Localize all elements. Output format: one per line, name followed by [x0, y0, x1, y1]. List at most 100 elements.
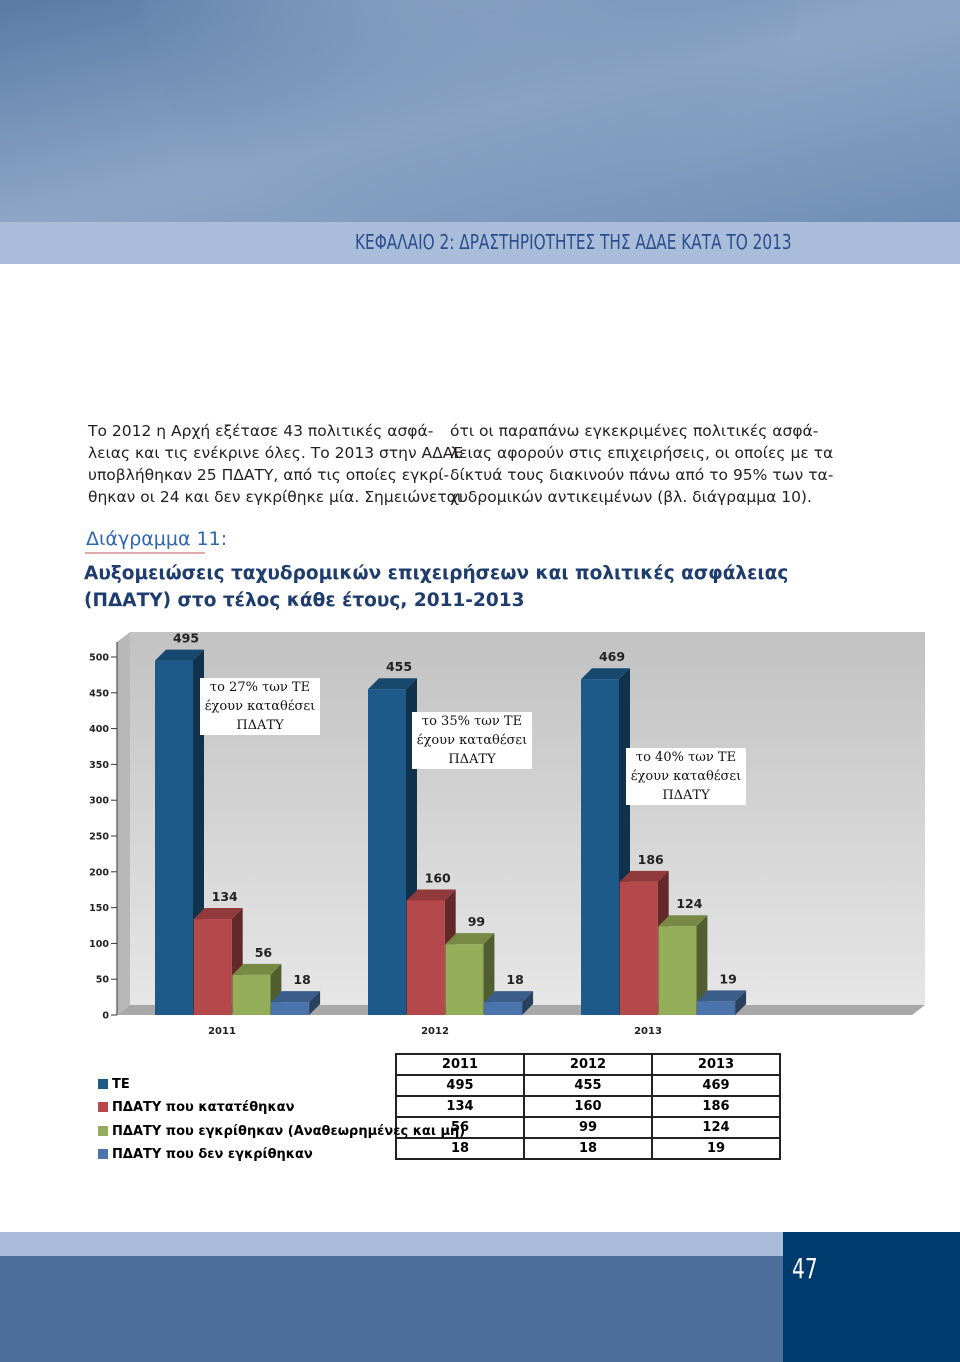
- text-line: ότι οι παραπάνω εγκεκριμένες πολιτικές α…: [450, 422, 819, 440]
- table-cell: 469: [651, 1074, 781, 1097]
- y-tick-label: 450: [89, 688, 109, 699]
- table-cell: 18: [395, 1137, 525, 1160]
- bar: [368, 689, 406, 1015]
- left-column: Το 2012 η Αρχή εξέτασε 43 πολιτικές ασφά…: [88, 420, 463, 508]
- legend-item: ΠΔΑΤΥ που κατατέθηκαν: [98, 1100, 294, 1115]
- bar-top: [658, 915, 708, 927]
- value-label: 160: [425, 870, 451, 885]
- bar: [155, 660, 193, 1015]
- x-tick-label: 2011: [208, 1026, 236, 1037]
- bar-top: [484, 991, 534, 1003]
- value-label: 18: [293, 972, 310, 987]
- y-tick-label: 400: [89, 724, 109, 735]
- table-cell: 124: [651, 1116, 781, 1139]
- legend-label: ΤΕ: [112, 1077, 130, 1092]
- data-table: 2011 2012 2013 495 455 469 134 160 186 56 99 124 18 1…: [395, 1053, 781, 1160]
- legend-item: ΠΔΑΤΥ που εγκρίθηκαν (Αναθεωρημένες και …: [98, 1124, 465, 1139]
- table-cell: 495: [395, 1074, 525, 1097]
- bar-top: [697, 990, 747, 1002]
- y-tick-label: 50: [96, 975, 110, 986]
- bar-top: [193, 908, 243, 920]
- page-number-box: [783, 1232, 960, 1362]
- text-line: Το 2012 η Αρχή εξέτασε 43 πολιτικές ασφά…: [88, 422, 434, 440]
- back-wall: [130, 632, 925, 1005]
- bar: [271, 1002, 310, 1015]
- value-label: 469: [599, 649, 625, 664]
- legend-swatch: [98, 1148, 108, 1159]
- table-header-cell: 2013: [651, 1053, 781, 1076]
- legend-swatch: [98, 1079, 108, 1089]
- legend-label: ΠΔΑΤΥ που κατατέθηκαν: [112, 1100, 295, 1116]
- bar: [658, 926, 697, 1015]
- annotation: το 35% των ΤΕ έχουν καταθέσει ΠΔΑΤΥ: [412, 712, 532, 769]
- bar-side: [696, 915, 708, 1015]
- table-cell: 56: [395, 1116, 525, 1139]
- table-cell: 18: [523, 1137, 653, 1160]
- table-row: 495 455 469: [395, 1074, 781, 1097]
- page-number: 47: [792, 1252, 818, 1285]
- text-line: υποβλήθηκαν 25 ΠΔΑΤΥ, από τις οποίες εγκ…: [88, 466, 450, 484]
- y-tick-label: 150: [89, 903, 109, 914]
- y-tick-label: 250: [89, 832, 109, 843]
- annotation: το 40% των ΤΕ έχουν καταθέσει ΠΔΑΤΥ: [626, 748, 746, 805]
- text-line: θηκαν οι 24 και δεν εγκρίθηκε μία. Σημει…: [88, 488, 463, 506]
- text-line: χυδρομικών αντικειμένων (βλ. διάγραμμα 1…: [450, 488, 812, 506]
- legend-swatch: [98, 1125, 108, 1136]
- y-tick-label: 500: [89, 653, 109, 664]
- bar-top: [271, 991, 321, 1003]
- bar: [581, 679, 619, 1015]
- bar-top: [581, 668, 630, 680]
- chapter-heading: ΚΕΦΑΛΑΙΟ 2: ΔΡΑΣΤΗΡΙΟΤΗΤΕΣ ΤΗΣ ΑΔΑΕ ΚΑΤΑ…: [355, 230, 792, 254]
- bar-top: [619, 870, 669, 882]
- side-wall: [117, 632, 130, 1015]
- bar-side: [483, 933, 495, 1015]
- table-cell: 160: [523, 1095, 653, 1118]
- table-cell: 134: [395, 1095, 525, 1118]
- table-row: 18 18 19: [395, 1137, 781, 1160]
- bar-top: [155, 649, 204, 661]
- annotation: το 27% των ΤΕ έχουν καταθέσει ΠΔΑΤΥ: [200, 678, 320, 735]
- y-tick-label: 350: [89, 760, 109, 771]
- value-label: 495: [173, 631, 199, 646]
- table-cell: 186: [651, 1095, 781, 1118]
- text-line: λειας αφορούν στις επιχειρήσεις, οι οποί…: [450, 444, 834, 462]
- value-label: 455: [386, 659, 412, 674]
- value-label: 124: [676, 896, 702, 911]
- chart: 0 50 100 150 200 250 300 350 400 450 500 2011 495 134…: [89, 631, 747, 1037]
- bar: [193, 919, 232, 1015]
- y-tick-label: 100: [89, 939, 109, 950]
- value-label: 134: [212, 889, 238, 904]
- bar-side: [309, 991, 321, 1015]
- legend-item: ΤΕ: [98, 1077, 130, 1092]
- figure-label: Διάγραμμα 11:: [86, 528, 228, 550]
- bar: [484, 1002, 523, 1015]
- legend-swatch: [98, 1102, 108, 1113]
- bar-side: [735, 990, 747, 1015]
- chart-title: Αυξομειώσεις ταχυδρομικών επιχειρήσεων κ…: [84, 563, 789, 611]
- bar: [445, 944, 484, 1015]
- bar: [697, 1001, 736, 1015]
- value-label: 56: [255, 945, 273, 960]
- legend-label: ΠΔΑΤΥ που δεν εγκρίθηκαν: [112, 1146, 313, 1162]
- value-label: 186: [638, 852, 664, 867]
- y-tick-label: 300: [89, 796, 109, 807]
- text-line: δίκτυά τους διακινούν πάνω από το 95% τω…: [450, 466, 834, 484]
- table-cell: 19: [651, 1137, 781, 1160]
- table-header-cell: 2011: [395, 1053, 525, 1076]
- legend-label: ΠΔΑΤΥ που εγκρίθηκαν (Αναθεωρημένες και …: [112, 1123, 466, 1139]
- bar-top: [368, 678, 417, 690]
- header-band: [0, 222, 960, 264]
- table-row: 134 160 186: [395, 1095, 781, 1118]
- right-column: ότι οι παραπάνω εγκεκριμένες πολιτικές α…: [450, 420, 834, 508]
- table-cell: 455: [523, 1074, 653, 1097]
- bar: [619, 881, 658, 1015]
- value-label: 18: [506, 972, 523, 987]
- table-header-row: 2011 2012 2013: [395, 1053, 781, 1076]
- y-tick-label: 0: [102, 1011, 109, 1022]
- bar-top: [406, 889, 456, 901]
- value-label: 19: [719, 971, 736, 986]
- bar: [406, 900, 445, 1015]
- x-tick-label: 2013: [634, 1026, 662, 1037]
